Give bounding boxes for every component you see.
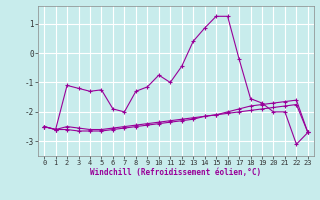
X-axis label: Windchill (Refroidissement éolien,°C): Windchill (Refroidissement éolien,°C) bbox=[91, 168, 261, 177]
